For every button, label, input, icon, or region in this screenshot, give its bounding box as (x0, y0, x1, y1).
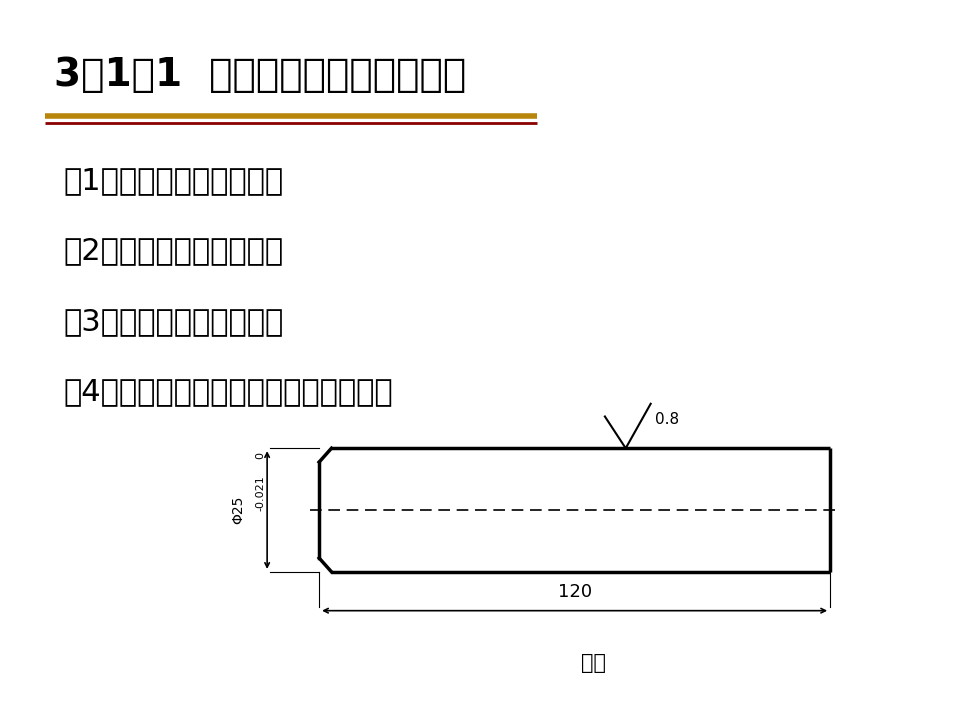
Text: （1）尺寸精度方面的要求: （1）尺寸精度方面的要求 (63, 166, 284, 195)
Text: 3．1．1  外圆表面加工的技术要求: 3．1．1 外圆表面加工的技术要求 (55, 56, 467, 94)
Text: Φ25: Φ25 (231, 496, 246, 524)
Text: （2）形状精度方面的要求: （2）形状精度方面的要求 (63, 236, 284, 266)
Text: -0.021: -0.021 (255, 475, 266, 511)
Text: （3）位置精度方面的要求: （3）位置精度方面的要求 (63, 307, 284, 336)
Text: 0.8: 0.8 (655, 412, 679, 427)
Text: 小轴: 小轴 (581, 653, 606, 673)
Text: 120: 120 (558, 583, 591, 601)
Text: 0: 0 (255, 451, 266, 459)
Text: （4）表面粗糙度和表面质量方面的要求: （4）表面粗糙度和表面质量方面的要求 (63, 378, 394, 407)
